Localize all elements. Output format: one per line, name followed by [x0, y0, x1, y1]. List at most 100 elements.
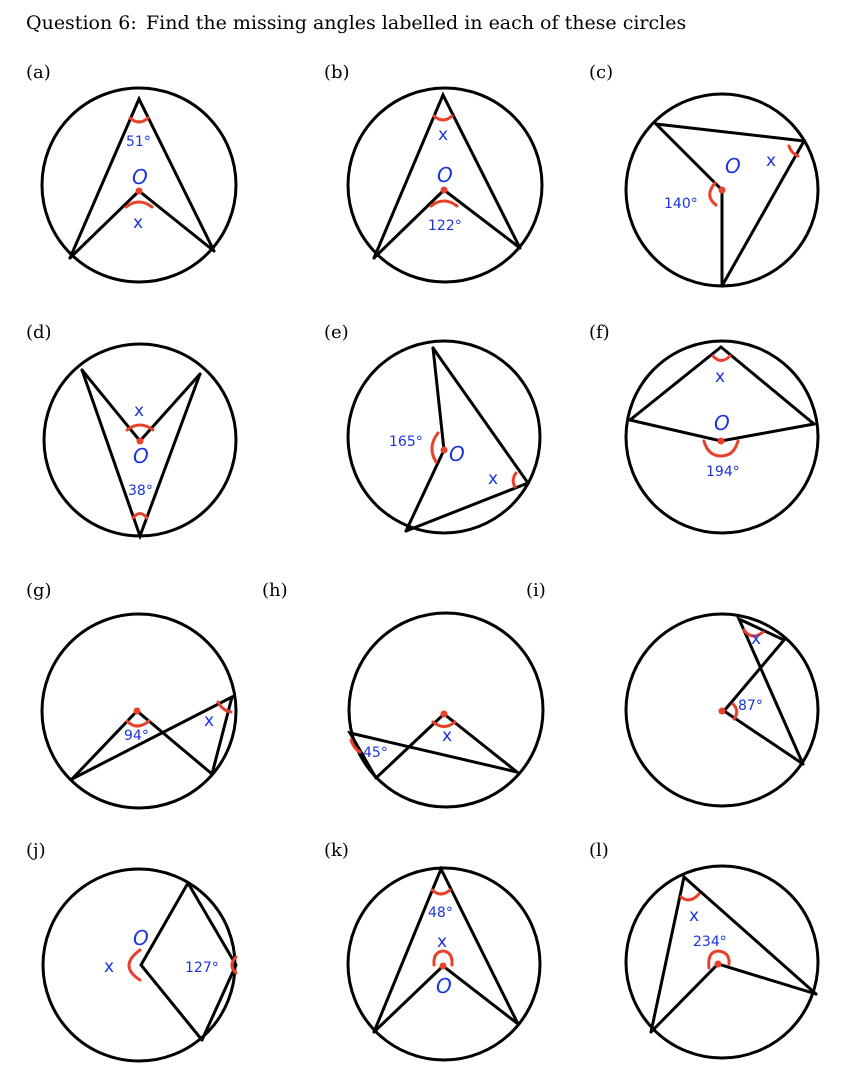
diagram-d: x O 38°	[42, 342, 238, 541]
centre-point-k	[439, 962, 447, 970]
diagram-j: O x 127°	[41, 867, 238, 1063]
angle-arc-h-x	[431, 720, 457, 728]
centre-label-b: O	[437, 163, 453, 187]
centre-label-a: O	[132, 165, 148, 189]
circle-k	[346, 866, 542, 1062]
question-heading: Question 6: Find the missing angles label…	[26, 12, 686, 34]
circle-g	[40, 612, 238, 810]
angle-arc-b-x	[432, 114, 454, 122]
angle-arc-g-x	[216, 700, 233, 714]
angle-arc-j-given	[230, 955, 238, 975]
central-lines-j	[139, 881, 204, 1042]
angle-arc-a-given	[128, 116, 150, 124]
centre-label-k: O	[436, 974, 452, 998]
centre-label-d: O	[133, 444, 149, 468]
question-number: Question 6:	[26, 12, 137, 34]
unknown-label-g: x	[204, 711, 214, 731]
unknown-label-b: x	[438, 125, 448, 145]
angle-label-b: 122°	[428, 218, 462, 234]
central-lines-i	[721, 638, 805, 766]
part-label-c: (c)	[589, 62, 614, 83]
diagram-b: x O 122°	[346, 86, 544, 284]
inscribed-lines-j	[186, 881, 238, 1042]
part-label-h: (h)	[262, 580, 288, 601]
angle-arc-k-given	[430, 888, 452, 896]
diagram-i: 87° x	[624, 612, 820, 808]
angle-arc-h-given	[349, 738, 362, 754]
angle-arc-i-x	[742, 628, 765, 638]
centre-label-j: O	[133, 926, 149, 950]
unknown-label-k: x	[437, 932, 447, 952]
diagram-k: 48° x O	[346, 865, 542, 1062]
centre-point-i	[718, 707, 726, 715]
inscribed-lines-c	[654, 122, 807, 288]
part-label-e: (e)	[324, 322, 349, 343]
angle-arc-d-given	[131, 512, 149, 520]
angle-arc-l-given	[707, 949, 731, 970]
unknown-label-a: x	[133, 213, 143, 233]
circle-b	[346, 86, 544, 284]
angle-arc-k-x	[432, 949, 454, 967]
inscribed-lines-k	[372, 865, 520, 1034]
angle-label-e: 165°	[389, 434, 423, 450]
angle-arc-e-x	[511, 471, 518, 489]
unknown-label-f: x	[715, 367, 725, 387]
circle-a	[40, 86, 238, 284]
part-label-a: (a)	[26, 62, 51, 83]
part-label-i: (i)	[526, 580, 546, 601]
unknown-label-j: x	[104, 957, 114, 977]
question-text: Find the missing angles labelled in each…	[146, 12, 687, 34]
centre-point-a	[135, 187, 143, 195]
angle-arc-g-given	[125, 719, 151, 728]
circle-e	[346, 339, 542, 535]
angle-arc-d-x	[125, 423, 155, 432]
angle-label-c: 140°	[664, 196, 698, 212]
angle-arc-c-given	[708, 181, 718, 207]
part-label-b: (b)	[324, 62, 350, 83]
inscribed-lines-f	[628, 345, 816, 426]
diagram-g: 94° x	[40, 612, 238, 810]
angle-label-d: 38°	[128, 483, 153, 499]
angle-arc-a-x	[124, 200, 154, 209]
circle-h	[347, 611, 545, 809]
part-label-d: (d)	[26, 322, 52, 343]
angle-label-j: 127°	[185, 960, 219, 976]
unknown-label-l: x	[689, 906, 699, 926]
diagram-c: O x 140°	[624, 92, 820, 288]
angle-arc-i-given	[731, 702, 739, 721]
part-label-k: (k)	[324, 840, 349, 861]
diagram-l: x 234°	[624, 864, 820, 1060]
centre-point-d	[136, 437, 144, 445]
diagram-e: 165° O x	[346, 339, 542, 535]
inscribed-lines-l	[649, 874, 818, 1034]
centre-point-c	[718, 186, 726, 194]
part-label-l: (l)	[589, 840, 609, 861]
centre-point-f	[717, 437, 725, 445]
inscribed-lines-a	[68, 95, 216, 260]
unknown-label-h: x	[442, 726, 452, 746]
centre-label-c: O	[725, 154, 741, 178]
inscribed-lines-e	[404, 346, 531, 533]
centre-point-e	[440, 446, 448, 454]
centre-point-l	[714, 960, 722, 968]
centre-point-b	[440, 186, 448, 194]
angle-label-i: 87°	[738, 698, 763, 714]
diagram-f: x O 194°	[624, 339, 820, 535]
part-label-g: (g)	[26, 580, 52, 601]
unknown-label-c: x	[766, 151, 776, 171]
angle-label-a: 51°	[126, 134, 151, 150]
inscribed-lines-h	[346, 730, 519, 780]
centre-point-h	[440, 710, 448, 718]
angle-label-h: 45°	[363, 745, 388, 761]
angle-arc-b-given	[429, 199, 459, 208]
angle-arc-f-given	[702, 439, 740, 458]
unknown-label-d: x	[134, 401, 144, 421]
diagram-h: x 45°	[346, 611, 545, 809]
part-label-j: (j)	[26, 840, 46, 861]
part-label-f: (f)	[589, 322, 610, 343]
inscribed-lines-g	[70, 694, 235, 781]
centre-label-f: O	[714, 411, 730, 435]
inscribed-lines-b	[372, 91, 522, 260]
angle-arc-c-x	[787, 144, 800, 158]
